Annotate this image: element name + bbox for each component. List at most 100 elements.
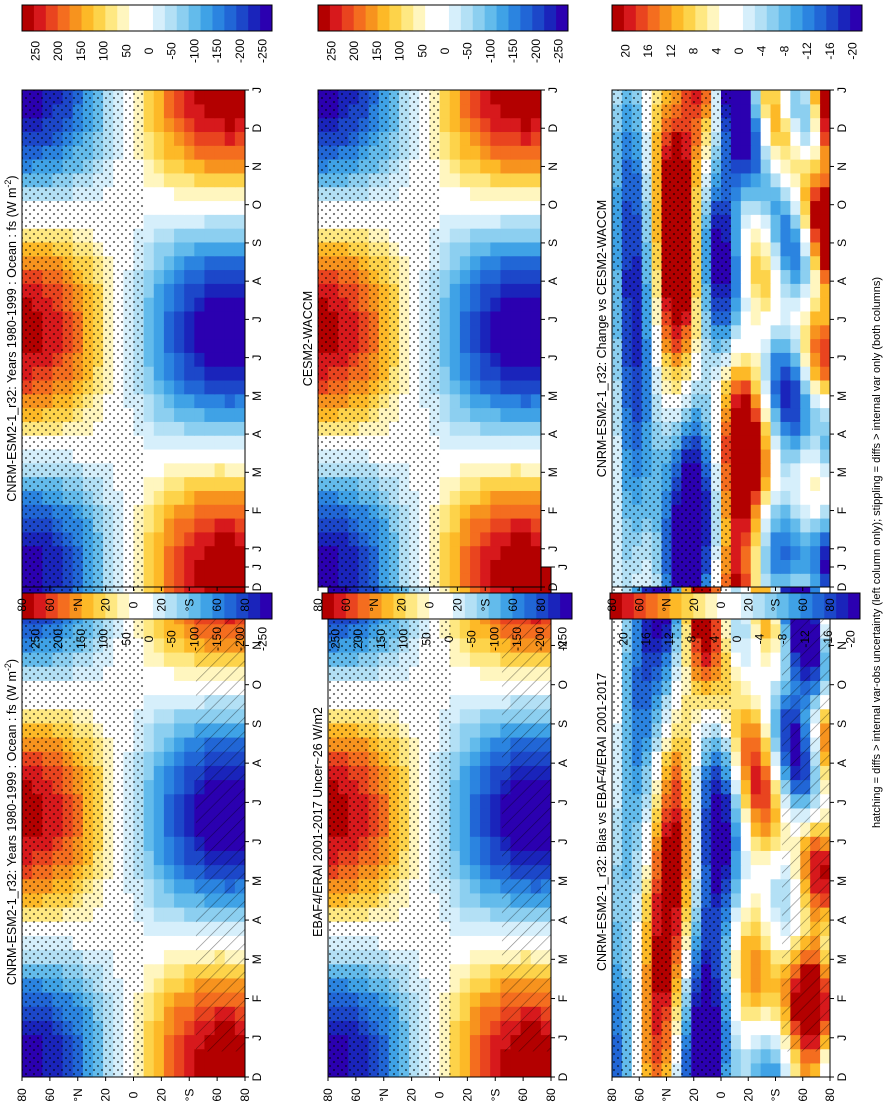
heatmap-cell: [459, 545, 471, 560]
colorbar-swatch: [610, 593, 623, 619]
heatmap-cell: [800, 338, 811, 353]
heatmap-cell: [469, 779, 481, 795]
heatmap-cell: [153, 1048, 165, 1064]
heatmap-cell: [184, 476, 195, 491]
heatmap-cell: [194, 581, 206, 596]
lat-label: °S: [182, 599, 196, 612]
heatmap-cell: [439, 379, 451, 395]
heatmap-cell: [174, 324, 185, 340]
heatmap-cell: [184, 765, 195, 781]
colorbar-label: -20: [844, 630, 858, 648]
heatmap-cell: [500, 352, 512, 367]
heatmap-cell: [143, 963, 155, 979]
heatmap-cell: [194, 310, 206, 326]
heatmap-cell: [760, 907, 772, 922]
heatmap-cell: [760, 393, 772, 409]
colorbar-swatch: [117, 5, 130, 31]
heatmap-cell: [163, 448, 175, 464]
heatmap-cell: [439, 517, 451, 533]
heatmap-cell: [163, 366, 175, 381]
heatmap-cell: [520, 421, 532, 436]
colorbar-label: -4: [753, 633, 767, 644]
month-label: J: [556, 799, 570, 805]
heatmap-cell: [469, 977, 481, 993]
heatmap-cell: [470, 186, 481, 202]
heatmap-cell: [490, 623, 501, 639]
heatmap-cell: [163, 407, 175, 422]
heatmap-cell: [820, 581, 830, 596]
heatmap-cell: [480, 892, 491, 908]
heatmap-cell: [510, 517, 522, 533]
heatmap-cell: [810, 1062, 821, 1077]
month-label: J: [835, 564, 849, 570]
month-label: O: [250, 200, 264, 209]
heatmap-cell: [480, 186, 491, 202]
heatmap-cell: [520, 476, 532, 491]
heatmap-cell: [530, 435, 541, 450]
heatmap-cell: [143, 1062, 155, 1077]
heatmap-cell: [500, 241, 512, 257]
heatmap-cell: [153, 907, 165, 922]
colorbar-label: -250: [256, 39, 270, 63]
heatmap-cell: [143, 117, 155, 133]
heatmap-cell: [184, 949, 195, 965]
heatmap-cell: [530, 504, 541, 519]
heatmap-cell: [459, 338, 471, 353]
heatmap-cell: [790, 379, 801, 395]
heatmap-cell: [143, 393, 155, 409]
heatmap-cell: [174, 172, 185, 188]
heatmap-cell: [730, 559, 742, 574]
heatmap-cell: [459, 807, 471, 823]
heatmap-cell: [490, 338, 502, 353]
heatmap-cell: [480, 992, 491, 1007]
heatmap-cell: [439, 476, 451, 491]
heatmap-cell: [490, 836, 501, 851]
heatmap-cell: [740, 765, 752, 781]
heatmap-cell: [153, 623, 165, 639]
heatmap-cell: [480, 623, 491, 639]
colorbar-swatch: [329, 5, 343, 31]
heatmap-cell: [490, 737, 501, 752]
heatmap-cell: [480, 269, 491, 284]
heatmap-cell: [500, 324, 512, 340]
heatmap-cell: [490, 963, 501, 979]
month-label: J: [250, 839, 264, 845]
heatmap-cell: [153, 517, 165, 533]
heatmap-cell: [810, 573, 821, 587]
heatmap-cell: [470, 476, 481, 491]
heatmap-cell: [750, 407, 762, 422]
heatmap-cell: [459, 103, 471, 119]
colorbar-label: -250: [556, 627, 570, 651]
heatmap-cell: [780, 476, 791, 491]
heatmap-cell: [469, 907, 481, 922]
heatmap-cell: [449, 200, 461, 215]
heatmap-cell: [459, 1006, 471, 1021]
heatmap-cell: [449, 822, 461, 837]
lat-label: 80: [238, 598, 252, 612]
heatmap-cell: [490, 297, 502, 312]
heatmap-cell: [449, 949, 461, 965]
heatmap-cell: [174, 850, 185, 866]
heatmap-cell: [520, 435, 532, 450]
heatmap-cell: [234, 241, 245, 257]
heatmap-cell: [184, 269, 195, 284]
heatmap-cell: [490, 462, 502, 478]
heatmap-cell: [530, 214, 541, 229]
heatmap-cell: [750, 255, 762, 271]
heatmap-cell: [490, 269, 502, 284]
heatmap-cell: [459, 581, 471, 596]
heatmap-cell: [520, 504, 532, 519]
heatmap-cell: [143, 159, 155, 174]
heatmap-cell: [520, 379, 532, 395]
heatmap-cell: [174, 145, 185, 160]
heatmap-cell: [770, 476, 782, 491]
heatmap-cell: [760, 793, 772, 809]
heatmap-cell: [469, 694, 481, 710]
heatmap-cell: [153, 490, 165, 505]
heatmap-cell: [800, 504, 811, 519]
heatmap-cell: [459, 186, 471, 202]
colorbar-swatch: [437, 5, 450, 31]
heatmap-cell: [184, 90, 195, 105]
heatmap-cell: [750, 283, 762, 298]
month-label: M: [250, 391, 264, 401]
